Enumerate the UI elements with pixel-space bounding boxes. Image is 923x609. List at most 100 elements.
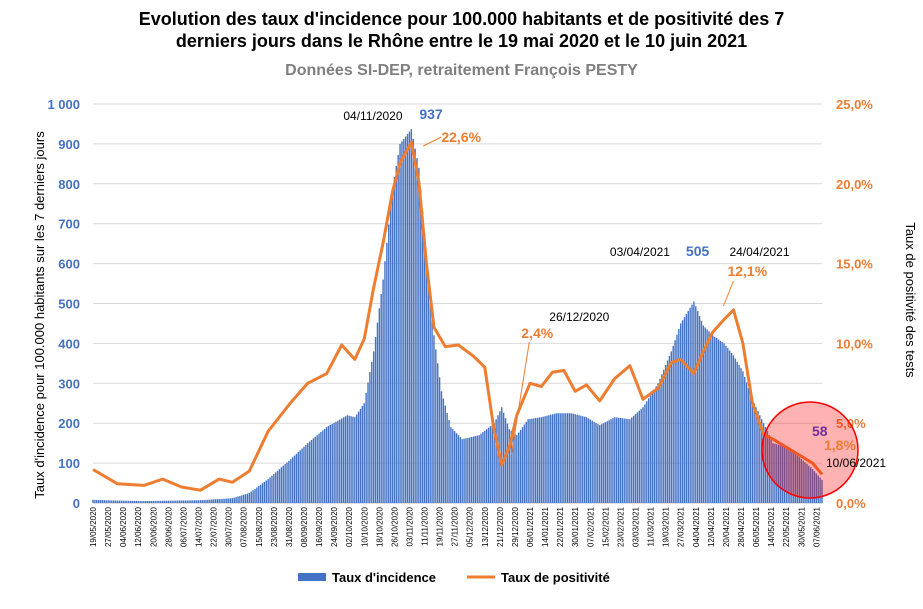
legend-label-positivity: Taux de positivité [501,570,610,585]
incidence-bar [570,413,573,503]
grid-lines [93,103,822,504]
incidence-bar [427,275,430,503]
incidence-bar [380,293,382,503]
annotation-leader [510,341,530,456]
incidence-bar [583,416,586,503]
incidence-bar [129,500,132,503]
incidence-bar [356,414,358,503]
incidence-bar [323,428,326,503]
incidence-bar [691,304,693,503]
incidence-bar [553,413,556,503]
incidence-bar [318,433,320,503]
incidence-bar [314,436,316,503]
chart-subtitle: Données SI-DEP, retraitement François PE… [285,62,638,79]
y-left-tick-label: 1 000 [47,97,80,112]
incidence-bar [226,498,228,503]
incidence-bar [740,368,742,503]
x-tick-label: 30/01/2021 [571,506,580,547]
incidence-bar [435,349,437,503]
incidence-bar [408,131,411,503]
incidence-bar [216,499,219,503]
incidence-bar [657,383,659,503]
incidence-bar [361,406,364,503]
incidence-bar [523,424,526,503]
incidence-bar [717,339,720,503]
x-tick-label: 06/05/2021 [752,506,761,547]
incidence-bar [576,414,578,503]
incidence-bar [96,499,98,503]
incidence-bar [143,501,145,503]
incidence-bar [702,325,705,503]
incidence-bar [789,449,791,503]
incidence-bar [708,331,710,503]
y-left-tick-label: 500 [58,297,80,312]
incidence-bar [659,378,661,503]
incidence-bar [224,498,226,503]
incidence-bar [231,498,234,503]
annotation-leader [423,136,442,147]
incidence-bar [197,500,200,503]
incidence-bar [450,427,452,503]
incidence-bar [602,423,605,503]
x-tick-label: 03/11/2020 [406,506,415,546]
incidence-bar [126,500,128,503]
incidence-bar [793,452,795,503]
incidence-bar [693,301,695,503]
y-left-tick-label: 900 [58,137,80,152]
incidence-bar [297,452,300,503]
incidence-bar [493,423,495,503]
incidence-bar [438,377,441,503]
incidence-bar [487,427,490,503]
annotation-percent: 12,1% [727,263,767,279]
incidence-bar [725,345,727,503]
x-tick-label: 07/02/2021 [586,506,595,547]
incidence-bar [246,493,249,503]
incidence-bar [348,415,350,503]
x-tick-label: 11/11/2020 [421,506,430,545]
incidence-bar [747,388,750,503]
x-tick-label: 23/08/2020 [270,506,279,547]
incidence-bar [621,418,624,503]
incidence-bar [550,414,552,503]
incidence-bar [128,500,130,503]
incidence-bar [719,340,721,503]
incidence-bar [158,500,160,503]
x-tick-label: 27/11/2020 [451,506,460,546]
incidence-bar [423,233,426,504]
incidence-bar [337,420,339,503]
incidence-bar [284,464,286,503]
incidence-bar [250,491,252,503]
incidence-bar [457,435,460,503]
x-tick-label: 16/09/2020 [315,506,324,547]
incidence-bar [651,392,654,503]
incidence-bar [506,423,509,503]
incidence-bar [259,484,262,503]
incidence-bar [501,407,503,503]
incidence-bar [150,500,153,503]
incidence-bar [99,500,102,503]
incidence-bar [244,494,247,503]
incidence-bar [275,472,277,503]
incidence-bar [672,345,674,503]
x-tick-label: 12/06/2020 [134,506,143,547]
incidence-bar [764,427,767,503]
y-left-tick-label: 0 [73,496,80,511]
incidence-bar [195,500,198,503]
incidence-bar [344,416,347,503]
incidence-bar [437,363,439,503]
incidence-bar [205,499,207,503]
incidence-bar [555,413,558,503]
incidence-bar [649,395,652,503]
incidence-bar [122,500,124,503]
right-axis: 0,0%5,0%10,0%15,0%20,0%25,0% [836,97,873,511]
incidence-bar [161,500,164,503]
incidence-bar [414,148,416,504]
incidence-bar [606,421,608,503]
incidence-bar [561,413,563,503]
incidence-bar [634,414,637,503]
incidence-bar [399,143,401,503]
incidence-bar [406,134,409,503]
incidence-bar [340,418,343,503]
incidence-bar [97,499,100,503]
incidence-bar [593,421,595,503]
